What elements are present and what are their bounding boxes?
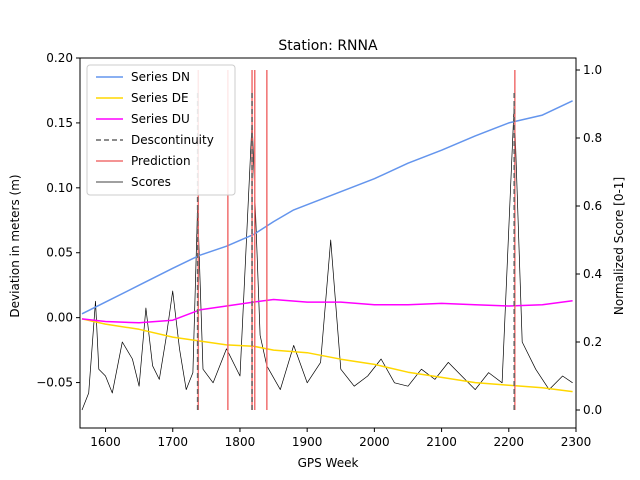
series-dn-line (81, 100, 573, 315)
legend-box (86, 64, 236, 196)
plot-frame (79, 57, 577, 429)
legend-label-scores: Scores (131, 175, 171, 189)
x-tick-label-1700: 1700 (157, 435, 188, 449)
y2-tick-label-2: 0.4 (583, 267, 602, 281)
y2-tick-label-0: 0.0 (583, 403, 602, 417)
y2-tick-label-3: 0.6 (583, 199, 602, 213)
legend-label-series-de: Series DE (131, 91, 189, 105)
y2-tick-label-5: 1.0 (583, 63, 602, 77)
legend-label-series-du: Series DU (131, 112, 190, 126)
y2-tick-label-1: 0.2 (583, 335, 602, 349)
y-tick-label-3: 0.10 (46, 181, 73, 195)
x-tick-label-1600: 1600 (90, 435, 121, 449)
y-tick-label-1: 0.00 (46, 311, 73, 325)
x-axis-label: GPS Week (298, 456, 359, 470)
y-axis-label: Deviation in meters (m) (8, 174, 22, 317)
legend-label-prediction: Prediction (131, 154, 191, 168)
y-tick-label-0: −0.05 (36, 376, 73, 390)
y2-axis-label: Normalized Score [0-1] (612, 177, 626, 315)
y-tick-label-2: 0.05 (46, 246, 73, 260)
series-de-line (81, 318, 573, 393)
chart-title: Station: RNNA (278, 38, 378, 54)
x-tick-label-1900: 1900 (292, 435, 323, 449)
legend-label-descontinuity: Descontinuity (131, 133, 214, 147)
legend-label-series-dn: Series DN (131, 70, 190, 84)
x-tick-label-1800: 1800 (225, 435, 256, 449)
y-tick-label-5: 0.20 (46, 51, 73, 65)
series-du-line (81, 298, 573, 324)
x-tick-label-2300: 2300 (561, 435, 592, 449)
y-tick-label-4: 0.15 (46, 116, 73, 130)
x-tick-label-2000: 2000 (359, 435, 390, 449)
series-layer (81, 70, 573, 411)
y2-tick-label-4: 0.8 (583, 131, 602, 145)
x-tick-label-2100: 2100 (426, 435, 457, 449)
legend: Series DN Series DE Series DU Descontinuity… (86, 64, 236, 196)
axes-layer: 1600 1700 1800 1900 2000 2100 2200 2300 −0.05 0.0… (36, 51, 602, 449)
x-tick-label-2200: 2200 (494, 435, 525, 449)
